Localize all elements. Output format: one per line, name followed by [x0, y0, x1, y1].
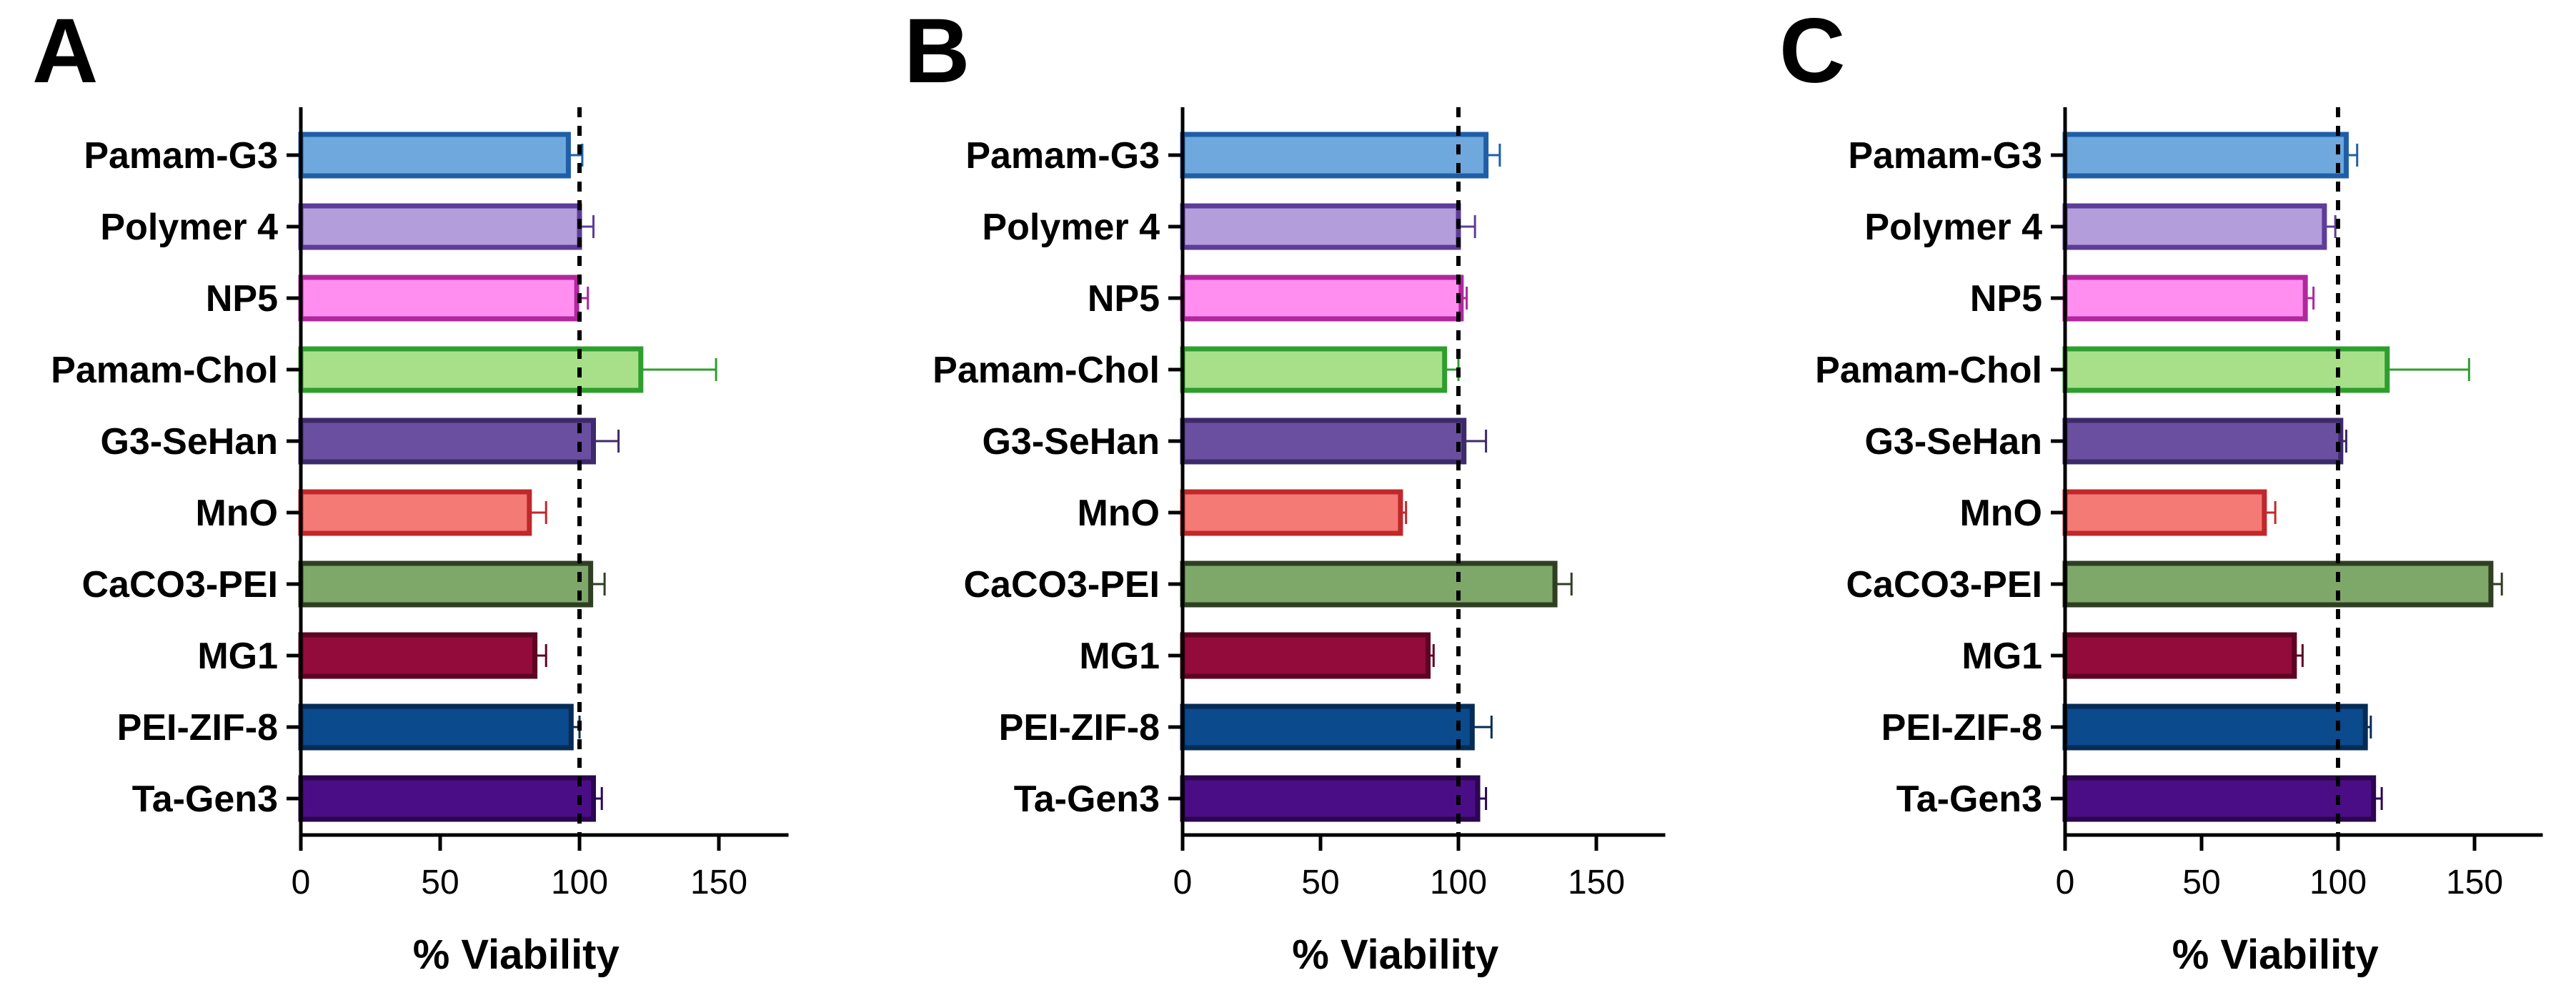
- x-tick-label: 50: [1301, 864, 1339, 901]
- category-label: Pamam-G3: [965, 135, 1160, 177]
- category-label: Polymer 4: [1864, 207, 2042, 248]
- bar: [298, 275, 580, 322]
- category-label: Pamam-Chol: [933, 350, 1160, 391]
- bar: [1180, 560, 1558, 608]
- category-label: G3-SeHan: [1864, 421, 2042, 463]
- bar: [1180, 132, 1489, 179]
- bar: [2062, 132, 2349, 179]
- category-label: Pamam-Chol: [1815, 350, 2042, 391]
- bar: [1180, 418, 1467, 465]
- category-label: MnO: [1959, 493, 2042, 534]
- bar: [298, 632, 538, 679]
- bar: [2062, 489, 2267, 536]
- bar: [1180, 346, 1448, 393]
- category-label: MG1: [1961, 636, 2042, 677]
- bar: [2062, 560, 2494, 608]
- x-axis-title: % Viability: [1292, 932, 1498, 978]
- x-tick-label: 0: [292, 864, 311, 901]
- bar: [2062, 203, 2327, 250]
- panel-c: C % Viability Pamam-G3 Polymer 4 NP5 Pamam-…: [1779, 0, 2543, 978]
- panel-b: B % Viability Pamam-G3 Polymer 4 NP5 Pamam-…: [904, 0, 1666, 978]
- category-label: MnO: [195, 493, 278, 534]
- category-label: PEI-ZIF-8: [999, 707, 1160, 749]
- bar: [1180, 275, 1464, 322]
- bar: [1180, 203, 1461, 250]
- x-tick-label: 150: [2446, 864, 2503, 901]
- category-label: Pamam-Chol: [51, 350, 278, 391]
- category-label: G3-SeHan: [100, 421, 278, 463]
- category-label: MnO: [1077, 493, 1160, 534]
- bar: [2062, 346, 2390, 393]
- category-label: PEI-ZIF-8: [1881, 707, 2042, 749]
- category-label: NP5: [206, 278, 278, 320]
- category-label: PEI-ZIF-8: [117, 707, 278, 749]
- category-label: Pamam-G3: [1848, 135, 2042, 177]
- bar: [298, 418, 596, 465]
- x-tick-label: 50: [421, 864, 459, 901]
- bar: [2062, 418, 2344, 465]
- bar: [298, 489, 532, 536]
- x-tick-label: 0: [2056, 864, 2075, 901]
- bar: [1180, 489, 1403, 536]
- category-label: CaCO3-PEI: [1846, 564, 2042, 606]
- panel-letter: C: [1779, 0, 1845, 102]
- bar: [1180, 775, 1481, 822]
- panel-letter: B: [904, 0, 970, 102]
- panel-a: A % Viability Pamam-G3 Polymer 4 NP5 Pamam-…: [32, 0, 789, 978]
- bar: [298, 346, 644, 393]
- x-axis-title: % Viability: [413, 932, 620, 978]
- bar: [2062, 703, 2368, 751]
- x-tick-label: 0: [1173, 864, 1193, 901]
- category-label: Polymer 4: [982, 207, 1160, 248]
- bar: [298, 703, 574, 751]
- bar: [298, 132, 571, 179]
- x-tick-label: 100: [1430, 864, 1487, 901]
- x-axis-title: % Viability: [2172, 932, 2379, 978]
- bar: [298, 560, 594, 608]
- bar: [298, 775, 596, 822]
- category-label: Pamam-G3: [84, 135, 278, 177]
- x-tick-label: 100: [2309, 864, 2367, 901]
- panel-letter: A: [32, 0, 98, 102]
- category-label: NP5: [1088, 278, 1160, 320]
- category-label: MG1: [1079, 636, 1160, 677]
- category-label: Ta-Gen3: [1014, 779, 1160, 820]
- x-tick-label: 150: [690, 864, 747, 901]
- category-label: MG1: [197, 636, 278, 677]
- bar: [298, 203, 582, 250]
- category-label: Polymer 4: [100, 207, 278, 248]
- bar: [2062, 275, 2308, 322]
- x-tick-label: 100: [551, 864, 608, 901]
- category-label: NP5: [1970, 278, 2042, 320]
- bar: [2062, 775, 2377, 822]
- bar: [1180, 632, 1431, 679]
- bar: [2062, 632, 2297, 679]
- category-label: Ta-Gen3: [1896, 779, 2042, 820]
- x-tick-label: 150: [1568, 864, 1625, 901]
- category-label: G3-SeHan: [982, 421, 1160, 463]
- category-label: CaCO3-PEI: [963, 564, 1160, 606]
- category-label: Ta-Gen3: [132, 779, 278, 820]
- x-tick-label: 50: [2182, 864, 2220, 901]
- category-label: CaCO3-PEI: [81, 564, 278, 606]
- bar: [1180, 703, 1475, 751]
